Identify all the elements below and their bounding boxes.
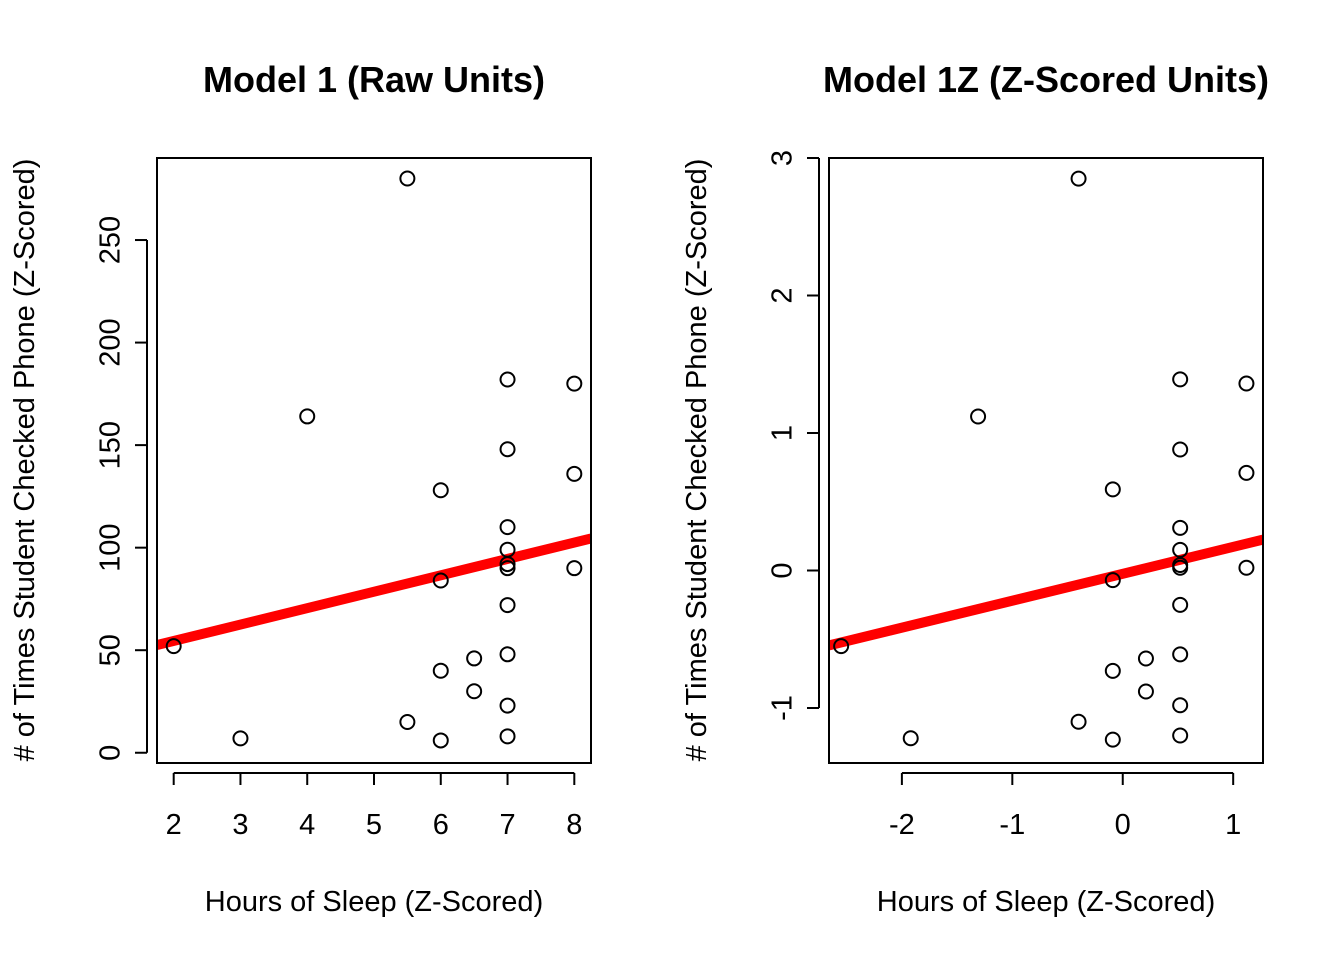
data-point (1104, 731, 1121, 748)
data-point (432, 482, 449, 499)
data-point (499, 697, 516, 714)
data-point (1172, 441, 1189, 458)
data-point (1104, 662, 1121, 679)
y-axis-label-model-1: # of Times Student Checked Phone (Z-Scor… (9, 159, 41, 762)
data-point (970, 408, 987, 425)
data-point (1104, 481, 1121, 498)
data-point (1172, 596, 1189, 613)
regression-line (829, 534, 1263, 651)
data-point (499, 646, 516, 663)
data-point (566, 465, 583, 482)
data-point (1238, 464, 1255, 481)
chart-panel-model-1: Model 1 (Raw Units) Hours of Sleep (Z-Sc… (9, 59, 591, 918)
data-point (1070, 170, 1087, 187)
data-point (1238, 375, 1255, 392)
data-point (232, 730, 249, 747)
data-point (1172, 519, 1189, 536)
data-point (1172, 541, 1189, 558)
data-point (566, 375, 583, 392)
x-tick-label: 0 (1115, 809, 1131, 841)
y-tick-label: 250 (95, 216, 127, 264)
regression-line (157, 533, 591, 650)
data-point (1172, 646, 1189, 663)
regression-line-model-1z (829, 534, 1263, 651)
data-point (1137, 650, 1154, 667)
data-point (432, 662, 449, 679)
data-point (1238, 559, 1255, 576)
data-point (499, 371, 516, 388)
y-tick-label: 3 (767, 150, 799, 166)
data-point (1172, 371, 1189, 388)
tick-labels-model-1: 2 3 4 5 6 7 8 0 50 100 150 200 250 (95, 216, 583, 841)
y-tick-label: 0 (767, 562, 799, 578)
data-point (299, 408, 316, 425)
chart-title-model-1z: Model 1Z (Z-Scored Units) (823, 59, 1269, 100)
regression-line-model-1 (157, 533, 591, 650)
data-point (399, 170, 416, 187)
data-point (466, 650, 483, 667)
plot-frame (156, 157, 592, 764)
data-point (833, 638, 850, 655)
x-tick-label: -2 (889, 809, 915, 841)
data-point (1070, 713, 1087, 730)
x-axis-label-model-1: Hours of Sleep (Z-Scored) (205, 886, 543, 918)
x-tick-label: 5 (366, 809, 382, 841)
data-point (902, 730, 919, 747)
chart-panel-model-1z: Model 1Z (Z-Scored Units) Hours of Sleep… (681, 59, 1269, 918)
x-tick-label: -1 (999, 809, 1025, 841)
data-points-model-1z (833, 170, 1255, 748)
data-point (499, 728, 516, 745)
y-tick-label: 1 (767, 425, 799, 441)
y-tick-label: -1 (767, 695, 799, 721)
x-tick-label: 1 (1225, 809, 1241, 841)
data-point (499, 556, 516, 573)
data-point (466, 683, 483, 700)
plot-frame (828, 157, 1264, 764)
tick-labels-model-1z: -2 -1 0 1 -1 0 1 2 3 (767, 150, 1242, 841)
data-point (1172, 697, 1189, 714)
data-point (1137, 683, 1154, 700)
chart-title-model-1: Model 1 (Raw Units) (203, 59, 545, 100)
data-point (1172, 559, 1189, 576)
x-tick-label: 3 (232, 809, 248, 841)
y-axis-label-model-1z: # of Times Student Checked Phone (Z-Scor… (681, 159, 713, 762)
data-point (1172, 727, 1189, 744)
data-point (499, 560, 516, 577)
data-point (499, 441, 516, 458)
x-tick-label: 6 (433, 809, 449, 841)
y-tick-label: 50 (95, 634, 127, 666)
data-point (499, 519, 516, 536)
x-tick-label: 7 (499, 809, 515, 841)
data-point (399, 713, 416, 730)
data-point (432, 732, 449, 749)
y-tick-label: 2 (767, 287, 799, 303)
y-tick-label: 200 (95, 318, 127, 366)
x-tick-label: 8 (566, 809, 582, 841)
x-tick-label: 2 (166, 809, 182, 841)
y-tick-label: 0 (95, 745, 127, 761)
data-point (1104, 572, 1121, 589)
y-tick-label: 100 (95, 523, 127, 571)
data-point (165, 638, 182, 655)
x-tick-label: 4 (299, 809, 315, 841)
data-point (499, 597, 516, 614)
data-points-model-1 (165, 170, 583, 749)
data-point (432, 572, 449, 589)
y-tick-label: 150 (95, 421, 127, 469)
x-axis-label-model-1z: Hours of Sleep (Z-Scored) (877, 886, 1215, 918)
data-point (566, 560, 583, 577)
